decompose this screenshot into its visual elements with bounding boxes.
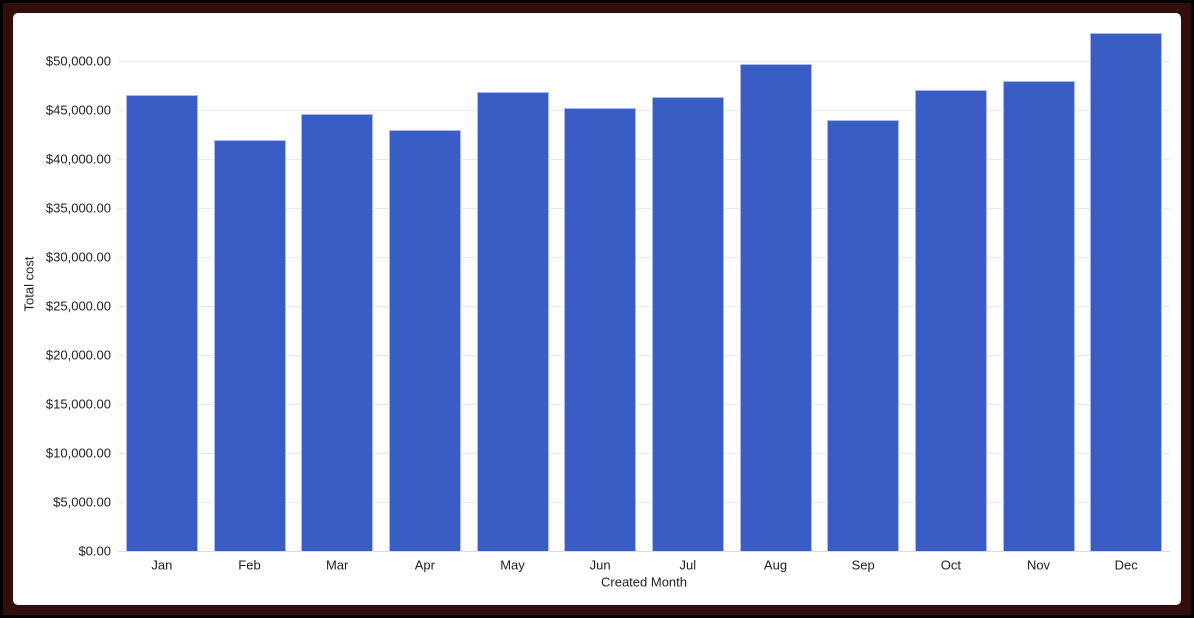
bar-aug[interactable] — [739, 63, 812, 551]
bar-oct[interactable] — [914, 89, 987, 551]
y-tick-label: $35,000.00 — [45, 200, 111, 216]
bar-jan[interactable] — [125, 94, 198, 551]
x-axis-title: Created Month — [601, 574, 687, 590]
y-tick-label: $30,000.00 — [45, 249, 111, 265]
y-tick-label: $25,000.00 — [45, 298, 111, 314]
x-tick-label: Oct — [940, 557, 961, 573]
gridline — [118, 257, 1170, 258]
x-tick-label: Sep — [851, 557, 875, 573]
x-tick-label: Dec — [1114, 557, 1138, 573]
x-tick-label: Feb — [238, 557, 261, 573]
x-tick-label: Nov — [1026, 557, 1051, 573]
x-tick-label: Apr — [414, 557, 435, 573]
y-tick-label: $0.00 — [78, 543, 111, 559]
y-tick-label: $10,000.00 — [45, 445, 111, 461]
bar-nov[interactable] — [1002, 80, 1075, 551]
y-tick-label: $40,000.00 — [45, 151, 111, 167]
x-tick-label: Jul — [679, 557, 697, 573]
gridline — [118, 110, 1170, 111]
gridline — [118, 306, 1170, 307]
x-tick-label: Aug — [763, 557, 788, 573]
gridline — [118, 502, 1170, 503]
bar-may[interactable] — [476, 92, 549, 551]
x-axis-baseline — [118, 551, 1170, 552]
bar-jun[interactable] — [564, 107, 637, 551]
gridline — [118, 61, 1170, 62]
x-tick-label: Jan — [151, 557, 173, 573]
y-tick-label: $50,000.00 — [45, 53, 111, 69]
x-tick-label: Mar — [325, 557, 349, 573]
y-tick-label: $5,000.00 — [53, 494, 111, 510]
bar-apr[interactable] — [388, 129, 461, 551]
gridline — [118, 453, 1170, 454]
x-tick-label: May — [500, 557, 525, 573]
y-tick-label: $20,000.00 — [45, 347, 111, 363]
gridline — [118, 159, 1170, 160]
bar-mar[interactable] — [301, 113, 374, 551]
x-tick-label: Jun — [589, 557, 611, 573]
gridline — [118, 404, 1170, 405]
bar-jul[interactable] — [651, 97, 724, 551]
gridline — [118, 355, 1170, 356]
y-tick-label: $45,000.00 — [45, 102, 111, 118]
bar-sep[interactable] — [827, 119, 900, 551]
bar-dec[interactable] — [1090, 32, 1163, 551]
bar-feb[interactable] — [213, 140, 286, 551]
y-tick-label: $15,000.00 — [45, 396, 111, 412]
gridline — [118, 208, 1170, 209]
